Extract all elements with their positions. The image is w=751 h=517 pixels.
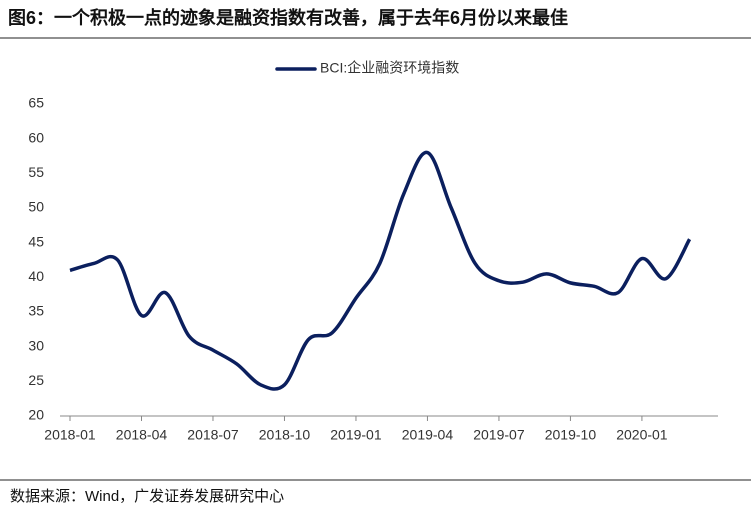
x-tick-label: 2018-04: [116, 427, 168, 443]
y-tick-label: 50: [28, 199, 44, 215]
x-tick-label: 2018-01: [44, 427, 96, 443]
y-tick-label: 20: [28, 407, 44, 423]
x-tick-label: 2018-10: [259, 427, 311, 443]
source: 数据来源：Wind，广发证券发展研究中心: [10, 488, 284, 505]
y-tick-label: 55: [28, 164, 44, 180]
x-tick-label: 2020-01: [616, 427, 668, 443]
y-tick-label: 25: [28, 372, 44, 388]
legend-label: BCI:企业融资环境指数: [320, 60, 459, 76]
x-tick-label: 2019-04: [402, 427, 454, 443]
x-tick-label: 2018-07: [187, 427, 239, 443]
y-tick-label: 60: [28, 129, 44, 145]
chart-title: 图6：一个积极一点的迹象是融资指数有改善，属于去年6月份以来最佳: [8, 7, 568, 28]
x-tick-label: 2019-01: [330, 427, 382, 443]
y-tick-label: 30: [28, 337, 44, 353]
x-tick-label: 2019-10: [545, 427, 597, 443]
line: [69, 150, 692, 391]
y-tick-label: 65: [28, 95, 44, 111]
y-tick-label: 40: [28, 268, 44, 284]
y-tick-label: 35: [28, 303, 44, 319]
x-tick-label: 2019-07: [473, 427, 525, 443]
y-tick-label: 45: [28, 233, 44, 249]
